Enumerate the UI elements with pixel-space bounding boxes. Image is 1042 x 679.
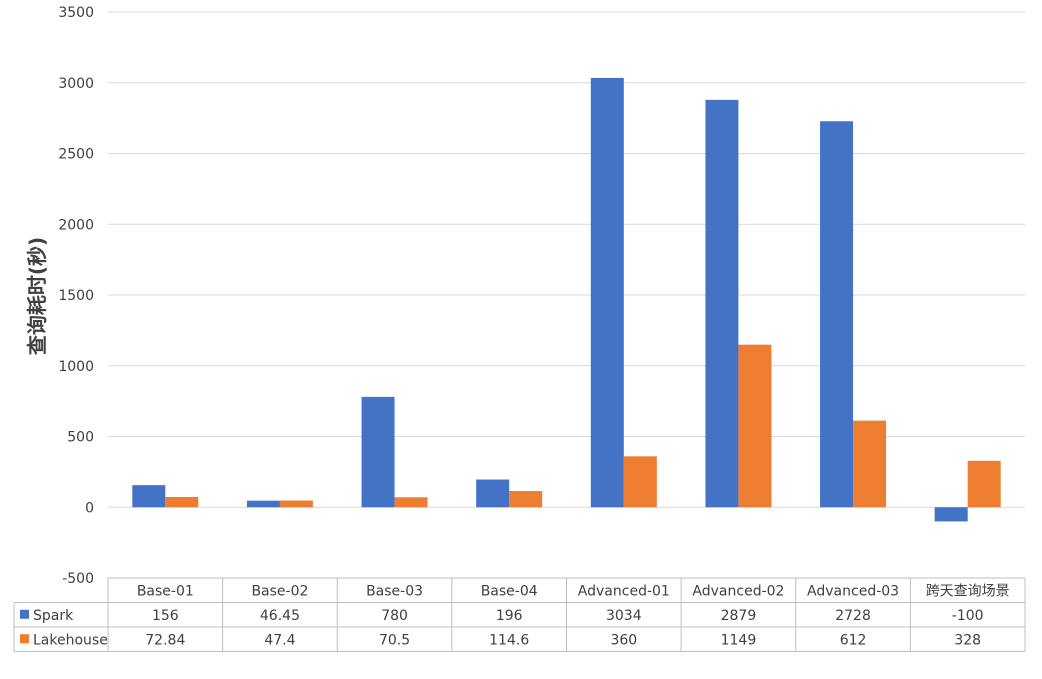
bar-lakehouse <box>165 496 199 508</box>
y-tick-label: 3000 <box>58 76 94 92</box>
data-label: 1149 <box>721 632 757 648</box>
bar-lakehouse <box>623 456 657 508</box>
y-tick-label: 1000 <box>58 359 94 375</box>
category-label: 跨天查询场景 <box>926 583 1010 599</box>
bar-spark <box>361 396 395 508</box>
legend-swatch-spark <box>20 609 29 619</box>
data-label: 2879 <box>721 608 757 624</box>
bar-lakehouse <box>967 460 1001 508</box>
category-label: Advanced-02 <box>692 583 784 599</box>
bar-lakehouse <box>279 500 313 508</box>
category-label: Base-03 <box>366 583 423 599</box>
y-tick-label: 2500 <box>58 147 94 163</box>
data-label: 328 <box>954 632 981 648</box>
data-label: -100 <box>952 608 984 624</box>
data-label: 2728 <box>835 608 871 624</box>
data-label: 156 <box>152 608 179 624</box>
legend-label: Spark <box>33 608 74 624</box>
bar-spark <box>934 507 968 522</box>
y-tick-label: 2000 <box>58 217 94 233</box>
data-label: 47.4 <box>264 632 295 648</box>
bar-lakehouse <box>394 497 428 508</box>
data-label: 72.84 <box>145 632 185 648</box>
y-tick-label: -500 <box>62 571 94 587</box>
y-tick-label: 0 <box>85 500 94 516</box>
data-label: 612 <box>840 632 867 648</box>
bar-spark <box>705 99 739 508</box>
data-label: 196 <box>496 608 523 624</box>
legend-label: Lakehouse <box>33 632 108 648</box>
data-label: 114.6 <box>489 632 529 648</box>
bar-spark <box>246 500 280 508</box>
bar-spark <box>132 485 166 508</box>
data-label: 780 <box>381 608 408 624</box>
category-label: Advanced-01 <box>578 583 670 599</box>
y-tick-label: 500 <box>67 430 94 446</box>
legend-swatch-lakehouse <box>20 634 29 644</box>
bar-lakehouse <box>853 420 887 508</box>
bar-lakehouse <box>509 491 543 508</box>
bar-spark <box>476 479 510 508</box>
data-label: 70.5 <box>379 632 410 648</box>
y-tick-label: 3500 <box>58 5 94 21</box>
data-label: 46.45 <box>260 608 300 624</box>
category-label: Base-01 <box>137 583 194 599</box>
y-axis-title: 查询耗时(秒) <box>25 237 49 355</box>
data-label: 3034 <box>606 608 642 624</box>
category-label: Base-02 <box>251 583 308 599</box>
data-label: 360 <box>610 632 637 648</box>
bar-spark <box>820 121 854 508</box>
bar-lakehouse <box>738 344 772 508</box>
y-tick-label: 1500 <box>58 288 94 304</box>
category-label: Base-04 <box>481 583 538 599</box>
bar-spark <box>590 77 624 508</box>
category-label: Advanced-03 <box>807 583 899 599</box>
